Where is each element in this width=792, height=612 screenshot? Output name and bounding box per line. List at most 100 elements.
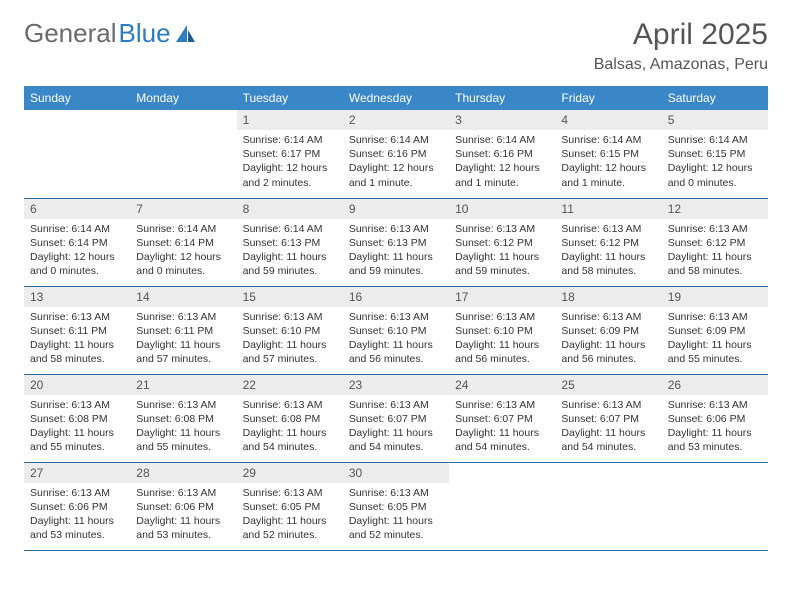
day-number: 2 bbox=[343, 110, 449, 130]
day-number: 26 bbox=[662, 375, 768, 395]
sunset-text: Sunset: 6:12 PM bbox=[668, 236, 762, 250]
daylight-text: Daylight: 12 hours and 0 minutes. bbox=[136, 250, 230, 278]
calendar-cell bbox=[24, 110, 130, 198]
sunset-text: Sunset: 6:10 PM bbox=[455, 324, 549, 338]
daylight-text: Daylight: 11 hours and 53 minutes. bbox=[668, 426, 762, 454]
daylight-text: Daylight: 11 hours and 52 minutes. bbox=[349, 514, 443, 542]
sunset-text: Sunset: 6:15 PM bbox=[668, 147, 762, 161]
logo-text-1: General bbox=[24, 18, 117, 49]
day-body: Sunrise: 6:14 AMSunset: 6:15 PMDaylight:… bbox=[662, 130, 768, 196]
calendar-cell: 1Sunrise: 6:14 AMSunset: 6:17 PMDaylight… bbox=[237, 110, 343, 198]
sunrise-text: Sunrise: 6:13 AM bbox=[136, 310, 230, 324]
sunrise-text: Sunrise: 6:14 AM bbox=[349, 133, 443, 147]
calendar-cell: 29Sunrise: 6:13 AMSunset: 6:05 PMDayligh… bbox=[237, 462, 343, 550]
sail-icon bbox=[175, 24, 197, 44]
day-body: Sunrise: 6:13 AMSunset: 6:12 PMDaylight:… bbox=[555, 219, 661, 285]
day-body: Sunrise: 6:13 AMSunset: 6:09 PMDaylight:… bbox=[662, 307, 768, 373]
location: Balsas, Amazonas, Peru bbox=[594, 56, 768, 74]
daylight-text: Daylight: 11 hours and 59 minutes. bbox=[455, 250, 549, 278]
weekday-header: Friday bbox=[555, 86, 661, 110]
day-number: 3 bbox=[449, 110, 555, 130]
sunset-text: Sunset: 6:16 PM bbox=[349, 147, 443, 161]
day-body: Sunrise: 6:13 AMSunset: 6:10 PMDaylight:… bbox=[343, 307, 449, 373]
daylight-text: Daylight: 11 hours and 58 minutes. bbox=[561, 250, 655, 278]
sunset-text: Sunset: 6:12 PM bbox=[455, 236, 549, 250]
daylight-text: Daylight: 11 hours and 56 minutes. bbox=[561, 338, 655, 366]
day-body: Sunrise: 6:13 AMSunset: 6:08 PMDaylight:… bbox=[130, 395, 236, 461]
sunset-text: Sunset: 6:08 PM bbox=[30, 412, 124, 426]
sunset-text: Sunset: 6:13 PM bbox=[349, 236, 443, 250]
calendar-cell: 22 Sunrise: 6:13 AMSunset: 6:08 PMDayligh… bbox=[237, 374, 343, 462]
sunrise-text: Sunrise: 6:13 AM bbox=[561, 398, 655, 412]
logo: GeneralBlue bbox=[24, 18, 197, 49]
day-number: 11 bbox=[555, 199, 661, 219]
day-body: Sunrise: 6:14 AMSunset: 6:14 PMDaylight:… bbox=[130, 219, 236, 285]
day-body: Sunrise: 6:13 AMSunset: 6:10 PMDaylight:… bbox=[449, 307, 555, 373]
sunset-text: Sunset: 6:08 PM bbox=[243, 412, 337, 426]
daylight-text: Daylight: 12 hours and 1 minute. bbox=[455, 161, 549, 189]
calendar-cell: 9Sunrise: 6:13 AMSunset: 6:13 PMDaylight… bbox=[343, 198, 449, 286]
sunset-text: Sunset: 6:06 PM bbox=[668, 412, 762, 426]
daylight-text: Daylight: 11 hours and 54 minutes. bbox=[243, 426, 337, 454]
sunrise-text: Sunrise: 6:13 AM bbox=[561, 310, 655, 324]
calendar-cell bbox=[555, 462, 661, 550]
sunrise-text: Sunrise: 6:13 AM bbox=[455, 222, 549, 236]
day-body: Sunrise: 6:13 AMSunset: 6:11 PMDaylight:… bbox=[130, 307, 236, 373]
sunrise-text: Sunrise: 6:14 AM bbox=[30, 222, 124, 236]
calendar-cell bbox=[662, 462, 768, 550]
daylight-text: Daylight: 11 hours and 58 minutes. bbox=[30, 338, 124, 366]
day-body: Sunrise: 6:14 AMSunset: 6:16 PMDaylight:… bbox=[343, 130, 449, 196]
sunrise-text: Sunrise: 6:13 AM bbox=[30, 310, 124, 324]
sunset-text: Sunset: 6:09 PM bbox=[668, 324, 762, 338]
day-body: Sunrise: 6:13 AMSunset: 6:11 PMDaylight:… bbox=[24, 307, 130, 373]
day-body: Sunrise: 6:13 AMSunset: 6:07 PMDaylight:… bbox=[449, 395, 555, 461]
day-number: 22 bbox=[237, 375, 343, 395]
day-number: 13 bbox=[24, 287, 130, 307]
day-number: 14 bbox=[130, 287, 236, 307]
header: GeneralBlue April 2025 Balsas, Amazonas,… bbox=[24, 18, 768, 74]
daylight-text: Daylight: 11 hours and 57 minutes. bbox=[136, 338, 230, 366]
sunset-text: Sunset: 6:07 PM bbox=[455, 412, 549, 426]
day-number: 16 bbox=[343, 287, 449, 307]
sunset-text: Sunset: 6:14 PM bbox=[136, 236, 230, 250]
sunrise-text: Sunrise: 6:14 AM bbox=[243, 222, 337, 236]
calendar-cell: 5Sunrise: 6:14 AMSunset: 6:15 PMDaylight… bbox=[662, 110, 768, 198]
sunrise-text: Sunrise: 6:13 AM bbox=[349, 486, 443, 500]
day-number: 29 bbox=[237, 463, 343, 483]
day-body: Sunrise: 6:13 AMSunset: 6:07 PMDaylight:… bbox=[343, 395, 449, 461]
calendar-cell: 4Sunrise: 6:14 AMSunset: 6:15 PMDaylight… bbox=[555, 110, 661, 198]
calendar-cell: 28Sunrise: 6:13 AMSunset: 6:06 PMDayligh… bbox=[130, 462, 236, 550]
sunrise-text: Sunrise: 6:14 AM bbox=[136, 222, 230, 236]
calendar-cell: 16Sunrise: 6:13 AMSunset: 6:10 PMDayligh… bbox=[343, 286, 449, 374]
day-body: Sunrise: 6:13 AMSunset: 6:07 PMDaylight:… bbox=[555, 395, 661, 461]
weekday-header: Monday bbox=[130, 86, 236, 110]
sunrise-text: Sunrise: 6:13 AM bbox=[243, 398, 337, 412]
sunrise-text: Sunrise: 6:13 AM bbox=[349, 310, 443, 324]
day-body: Sunrise: 6:13 AMSunset: 6:05 PMDaylight:… bbox=[237, 483, 343, 549]
calendar-cell bbox=[130, 110, 236, 198]
sunset-text: Sunset: 6:12 PM bbox=[561, 236, 655, 250]
calendar-row: 13Sunrise: 6:13 AMSunset: 6:11 PMDayligh… bbox=[24, 286, 768, 374]
day-body: Sunrise: 6:13 AMSunset: 6:08 PMDaylight:… bbox=[24, 395, 130, 461]
day-body: Sunrise: 6:14 AMSunset: 6:17 PMDaylight:… bbox=[237, 130, 343, 196]
day-number: 1 bbox=[237, 110, 343, 130]
calendar-cell: 10Sunrise: 6:13 AMSunset: 6:12 PMDayligh… bbox=[449, 198, 555, 286]
daylight-text: Daylight: 11 hours and 57 minutes. bbox=[243, 338, 337, 366]
day-number: 18 bbox=[555, 287, 661, 307]
daylight-text: Daylight: 11 hours and 56 minutes. bbox=[455, 338, 549, 366]
calendar-cell: 17Sunrise: 6:13 AMSunset: 6:10 PMDayligh… bbox=[449, 286, 555, 374]
day-number: 9 bbox=[343, 199, 449, 219]
calendar-cell: 24Sunrise: 6:13 AMSunset: 6:07 PMDayligh… bbox=[449, 374, 555, 462]
sunrise-text: Sunrise: 6:13 AM bbox=[455, 398, 549, 412]
day-number: 25 bbox=[555, 375, 661, 395]
sunrise-text: Sunrise: 6:13 AM bbox=[349, 222, 443, 236]
calendar-cell bbox=[449, 462, 555, 550]
sunset-text: Sunset: 6:10 PM bbox=[243, 324, 337, 338]
day-body: Sunrise: 6:13 AMSunset: 6:05 PMDaylight:… bbox=[343, 483, 449, 549]
calendar-cell: 3Sunrise: 6:14 AMSunset: 6:16 PMDaylight… bbox=[449, 110, 555, 198]
daylight-text: Daylight: 11 hours and 59 minutes. bbox=[243, 250, 337, 278]
sunrise-text: Sunrise: 6:13 AM bbox=[243, 310, 337, 324]
day-number: 8 bbox=[237, 199, 343, 219]
calendar-cell: 23Sunrise: 6:13 AMSunset: 6:07 PMDayligh… bbox=[343, 374, 449, 462]
daylight-text: Daylight: 11 hours and 55 minutes. bbox=[668, 338, 762, 366]
